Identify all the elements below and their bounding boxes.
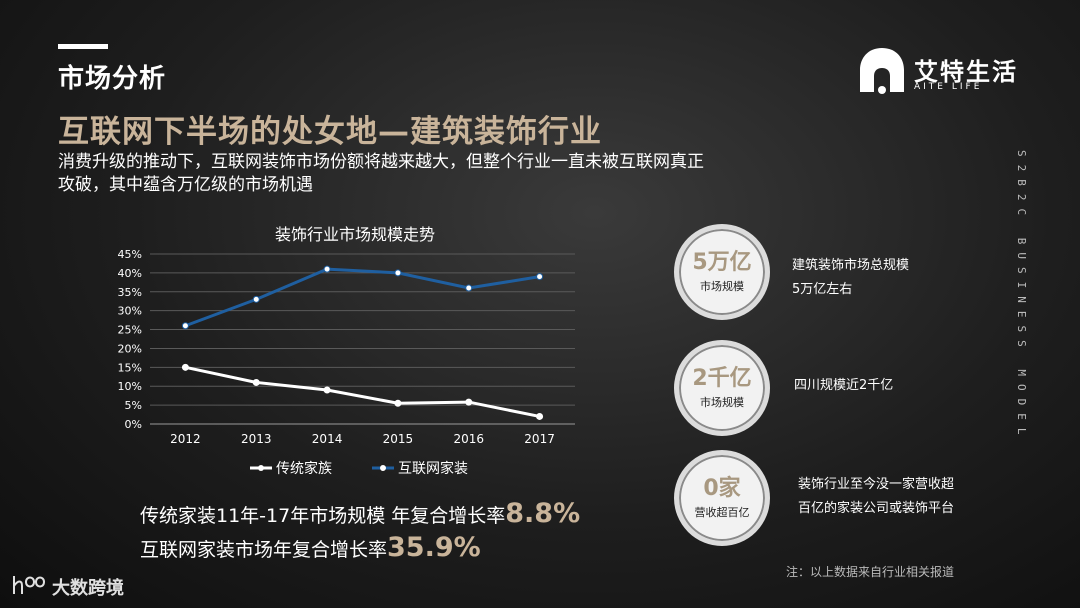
chart-y-ticks: 0% 5% 10% 15% 20% 25% 30% 35% 40% 45% <box>118 248 142 431</box>
circle-desc-line: 建筑装饰市场总规模 <box>792 258 910 273</box>
legend-marker <box>380 465 386 471</box>
circle-revenue: 0家 营收超百亿 <box>674 450 770 546</box>
y-tick-label: 0% <box>125 418 142 431</box>
circle-value: 0家 <box>703 476 741 501</box>
data-point <box>536 412 544 420</box>
chart-series <box>181 265 544 420</box>
side-label: S2B2C BUSINESS MODEL <box>1015 150 1028 443</box>
circle-desc-line: 百亿的家装公司或装饰平台 <box>798 501 955 516</box>
brand-logo: 艾特生活 AITE LIFE <box>858 44 1028 100</box>
data-point <box>394 269 402 277</box>
chart-legend: 传统家族 互联网家装 <box>250 460 468 477</box>
y-tick-label: 40% <box>118 267 142 280</box>
circle-market-total: 5万亿 市场规模 <box>674 224 770 320</box>
data-point <box>181 363 189 371</box>
y-tick-label: 25% <box>118 324 142 337</box>
x-tick-label: 2015 <box>383 432 414 446</box>
logo-sub: AITE LIFE <box>914 82 983 92</box>
watermark-text: 大数跨境 <box>52 578 124 599</box>
series-line-internet <box>184 267 540 328</box>
x-tick-label: 2014 <box>312 432 343 446</box>
series-line-traditional <box>185 365 540 418</box>
y-tick-label: 45% <box>118 248 142 261</box>
y-tick-label: 30% <box>118 305 142 318</box>
circle-value: 2千亿 <box>692 366 752 391</box>
data-point <box>394 399 402 407</box>
circle-desc-line: 四川规模近2千亿 <box>794 378 894 393</box>
x-tick-label: 2016 <box>453 432 484 446</box>
circle-sichuan: 2千亿 市场规模 <box>674 340 770 436</box>
x-tick-label: 2017 <box>524 432 555 446</box>
chart-x-ticks: 2012 2013 2014 2015 2016 2017 <box>170 432 555 446</box>
circle-label: 市场规模 <box>700 396 744 409</box>
y-tick-label: 35% <box>118 286 142 299</box>
circle-label: 营收超百亿 <box>694 506 750 519</box>
circle-desc-line: 5万亿左右 <box>792 282 853 297</box>
y-tick-label: 20% <box>118 342 142 355</box>
stat-internet-text: 互联网家装市场年复合增长率 <box>140 539 388 561</box>
legend-label: 传统家族 <box>276 460 332 477</box>
y-tick-label: 15% <box>118 361 142 374</box>
logo-name: 艾特生活 <box>914 58 1018 86</box>
y-tick-label: 5% <box>125 399 142 412</box>
stat-traditional: 传统家装11年-17年市场规模 年复合增长率8.8% <box>140 498 580 529</box>
circle-desc-sichuan: 四川规模近2千亿 <box>794 374 893 398</box>
circle-desc-line: 装饰行业至今没一家营收超 <box>798 477 955 492</box>
source-note: 注：以上数据来自行业相关报道 <box>786 565 955 579</box>
top-rule <box>58 44 108 49</box>
market-chart: 装饰行业市场规模走势 0%5%10%15%20%25%30%35%40%45% … <box>118 225 575 477</box>
data-point <box>536 273 544 281</box>
data-point <box>252 378 260 386</box>
data-point <box>465 284 473 292</box>
stat-internet-value: 35.9% <box>387 532 481 563</box>
watermark-logo-icon <box>13 576 46 594</box>
data-point <box>252 295 260 303</box>
y-tick-label: 10% <box>118 380 142 393</box>
stat-internet: 互联网家装市场年复合增长率35.9% <box>140 532 481 563</box>
x-tick-label: 2012 <box>170 432 201 446</box>
stat-traditional-value: 8.8% <box>505 498 581 529</box>
chart-title: 装饰行业市场规模走势 <box>275 225 435 244</box>
page-headline: 互联网下半场的处女地—建筑装饰行业 <box>58 114 602 150</box>
data-point <box>323 265 331 273</box>
circle-value: 5万亿 <box>692 250 752 275</box>
legend-label: 互联网家装 <box>398 460 468 477</box>
circle-desc-revenue: 装饰行业至今没一家营收超 百亿的家装公司或装饰平台 <box>798 473 954 521</box>
x-tick-label: 2013 <box>241 432 272 446</box>
chart-grid <box>150 253 575 425</box>
legend-marker <box>258 465 264 471</box>
page-description: 消费升级的推动下，互联网装饰市场份额将越来越大，但整个行业一直未被互联网真正攻破… <box>58 152 704 195</box>
data-point <box>323 386 331 394</box>
circle-label: 市场规模 <box>700 280 744 293</box>
house-logo-icon <box>860 48 904 94</box>
circle-desc-market-total: 建筑装饰市场总规模 5万亿左右 <box>792 254 909 302</box>
stat-traditional-text: 传统家装11年-17年市场规模 年复合增长率 <box>140 505 506 527</box>
data-point <box>181 322 189 330</box>
data-point <box>465 398 473 406</box>
section-title: 市场分析 <box>58 64 167 94</box>
